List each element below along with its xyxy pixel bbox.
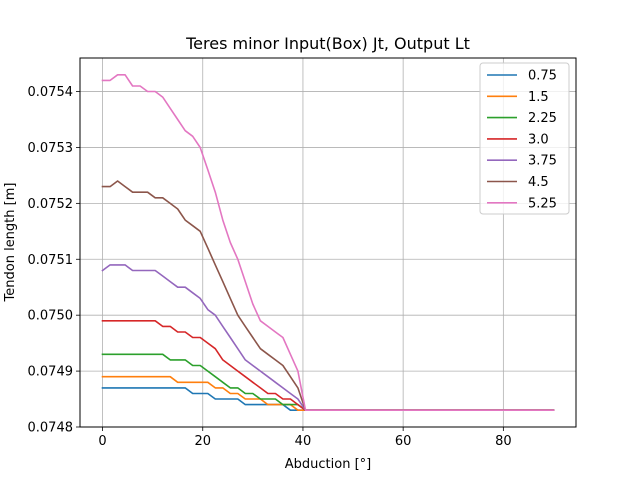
- x-tick-label: 20: [194, 434, 211, 449]
- y-tick-label: 0.0752: [28, 197, 74, 212]
- series-line-0.75: [101, 387, 555, 412]
- legend-label: 1.5: [528, 90, 549, 105]
- y-tick-label: 0.0748: [28, 421, 74, 436]
- legend-label: 0.75: [528, 69, 557, 84]
- legend-label: 3.0: [528, 132, 549, 147]
- y-axis-label: Tendon length [m]: [3, 183, 18, 303]
- legend-label: 5.25: [528, 196, 557, 211]
- legend: 0.75 1.5 2.25 3.0 3.75 4.5 5.25: [479, 62, 570, 215]
- y-tick-label: 0.0751: [28, 253, 74, 268]
- series-line-5.25: [101, 74, 555, 412]
- legend-label: 2.25: [528, 111, 557, 126]
- series-line-3.75: [101, 264, 555, 412]
- x-tick-label: 80: [495, 434, 512, 449]
- x-tick-label: 40: [295, 434, 312, 449]
- series-line-2.25: [101, 353, 555, 412]
- plot-frame: [79, 57, 577, 428]
- legend-label: 3.75: [528, 154, 557, 169]
- y-tick-label: 0.0749: [28, 365, 74, 380]
- x-axis-ticks: 0 20 40 60 80: [98, 427, 512, 449]
- y-tick-label: 0.0750: [28, 309, 74, 324]
- x-tick-label: 60: [395, 434, 412, 449]
- chart-title: Teres minor Input(Box) Jt, Output Lt: [185, 34, 470, 53]
- x-axis-label: Abduction [°]: [285, 457, 371, 472]
- series-line-4.5: [101, 180, 555, 412]
- y-axis-ticks: 0.0748 0.0749 0.0750 0.0751 0.0752 0.0753 0.07…: [28, 85, 80, 436]
- legend-label: 4.5: [528, 175, 549, 190]
- legend-box: [479, 62, 570, 215]
- y-tick-label: 0.0753: [28, 141, 74, 156]
- series-line-3.0: [101, 319, 555, 412]
- x-tick-label: 0: [98, 434, 106, 449]
- series-lines: [101, 74, 555, 412]
- y-tick-label: 0.0754: [28, 85, 74, 100]
